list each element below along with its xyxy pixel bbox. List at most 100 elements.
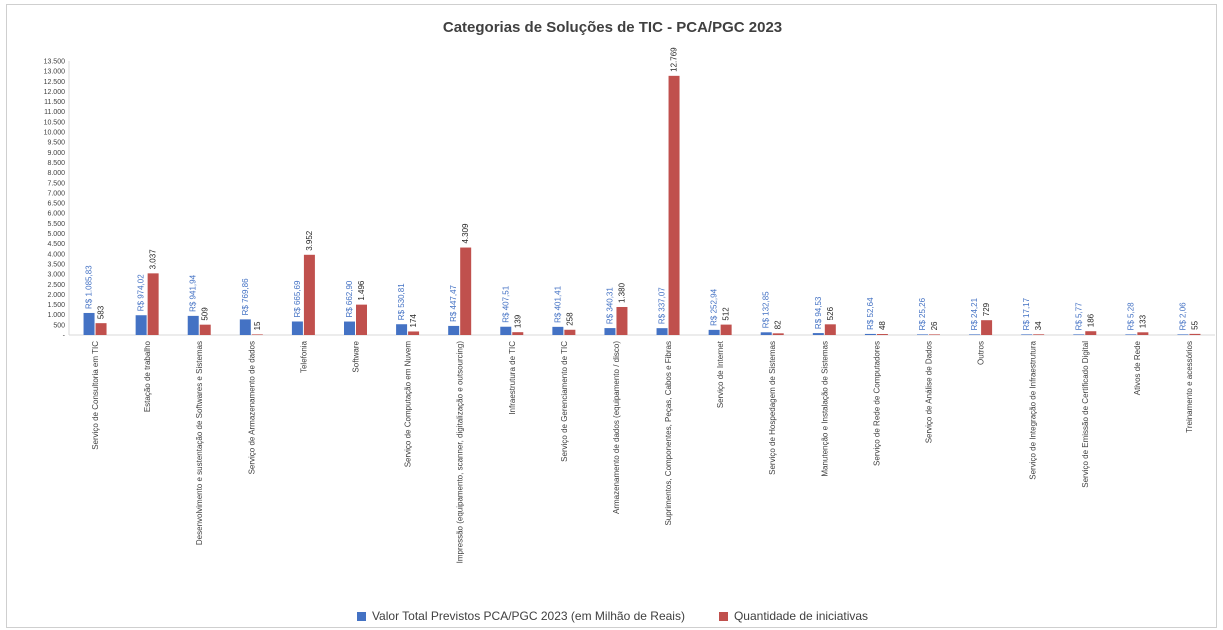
x-category-label: Suprimentos, Componentes, Peças, Cabos e… [664,341,673,526]
legend: Valor Total Previstos PCA/PGC 2023 (em M… [7,609,1218,623]
data-label-valor: R$ 974,02 [137,274,146,311]
bar-quantidade [303,254,315,335]
bar-quantidade [876,334,888,335]
bar-valor [604,328,616,335]
data-label-valor: R$ 662,90 [345,280,354,317]
x-category-label: Serviço de Armazenamento de dados [247,341,256,474]
bar-quantidade [1189,333,1201,335]
bar-valor [239,319,251,335]
y-tick-label: 6.500 [47,201,65,208]
data-label-valor: R$ 530,81 [397,283,406,320]
bar-valor [552,326,564,335]
x-category-label: Serviço de Integração de Infraestrutura [1029,340,1038,479]
data-label-valor: R$ 17,17 [1022,297,1031,330]
bar-valor [448,325,460,335]
bar-valor [344,321,355,335]
bar-valor [135,315,147,335]
y-tick-label: 4.000 [47,251,65,258]
data-label-valor: R$ 132,85 [762,291,771,328]
y-tick-label: 8.000 [47,170,65,177]
bar-valor [864,333,876,335]
y-tick-label: 10.500 [44,119,66,126]
bar-quantidade [356,304,367,335]
y-tick-label: 4.500 [47,241,65,248]
bar-quantidade [147,273,159,335]
data-label-valor: R$ 340,31 [605,287,614,324]
y-tick-label: 6.000 [47,211,65,218]
bar-quantidade [251,334,263,335]
x-category-label: Impressão (equipamento, scanner, digital… [456,341,465,564]
y-tick-label: 1.500 [47,302,65,309]
x-category-label: Armazenamento de dados (equipamento / di… [612,341,621,514]
x-category-label: Infraestrutura de TIC [508,341,517,415]
x-category-label: Serviço de Internet [716,340,725,408]
y-tick-label: 9.000 [47,150,65,157]
x-category-label: Estação de trabalho [143,340,152,412]
data-label-quantidade: 34 [1034,321,1043,330]
data-label-quantidade: 174 [409,314,418,328]
bar-valor [1021,334,1033,335]
data-label-valor: R$ 337,07 [658,287,667,324]
data-label-quantidade: 133 [1138,314,1147,328]
legend-swatch-valor [356,611,366,621]
data-label-quantidade: 26 [930,321,939,330]
data-label-quantidade: 509 [201,307,210,321]
data-label-valor: R$ 941,94 [189,274,198,311]
bar-quantidade [408,331,420,335]
data-label-quantidade: 82 [774,320,783,329]
data-label-valor: R$ 25,26 [918,297,927,330]
bar-valor [396,324,408,335]
bar-quantidade [824,324,836,335]
y-tick-label: 13.500 [44,59,66,66]
x-category-label: Serviço de Hospedagem de Sistemas [768,341,777,475]
data-label-quantidade: 512 [722,307,731,321]
x-category-label: Software [352,340,361,372]
chart-plot: - 500 1.000 1.500 2.000 2.500 3.000 3.500 4.000 4… [44,47,1215,564]
data-label-quantidade: 1.380 [617,282,626,303]
x-category-label: Manutenção e Instalação de Sistemas [820,341,829,477]
data-label-quantidade: 4.309 [461,223,470,244]
data-label-quantidade: 15 [253,321,262,330]
data-label-quantidade: 729 [982,302,991,316]
legend-swatch-quantidade [718,611,728,621]
y-tick-label: 12.500 [44,79,66,86]
chart-title: Categorias de Soluções de TIC - PCA/PGC … [442,19,783,36]
x-category-label: Serviço de Rede de Computadores [872,341,881,466]
x-category-label: Telefonia [299,340,308,373]
chart-frame: Categorias de Soluções de TIC - PCA/PGC … [6,4,1217,628]
y-tick-label: 7.000 [47,190,65,197]
bar-quantidade [668,75,680,335]
data-label-valor: R$ 252,94 [710,288,719,325]
data-label-quantidade: 583 [97,305,106,319]
y-tick-label: 5.000 [47,231,65,238]
x-category-label: Serviço de Emissão de Certificado Digita… [1081,341,1090,488]
data-label-valor: R$ 5,28 [1126,302,1135,331]
y-tick-label: 5.500 [47,221,65,228]
bar-quantidade [564,329,576,335]
x-category-label: Serviço de Gerenciamento de TIC [560,341,569,462]
y-tick-label: 13.000 [44,69,66,76]
x-category-label: Desenvolvimento e sustentação de Softwar… [195,341,204,545]
y-tick-label: 8.500 [47,160,65,167]
bar-valor [1177,334,1189,335]
y-tick-label: 3.000 [47,272,65,279]
data-label-valor: R$ 407,51 [501,285,510,322]
y-tick-label: 2.000 [47,292,65,299]
bar-valor [1125,334,1137,335]
legend-label-quantidade: Quantidade de iniciativas [733,609,869,623]
bar-quantidade [616,306,628,335]
y-tick-label: 2.500 [47,282,65,289]
data-label-quantidade: 3.952 [305,230,314,251]
bar-valor [656,328,668,335]
y-tick-label: 1.000 [47,312,65,319]
bar-valor [291,321,303,335]
data-label-valor: R$ 447,47 [449,284,458,321]
bar-quantidade [772,333,784,335]
data-label-quantidade: 1.496 [357,280,366,301]
bar-quantidade [199,324,211,335]
data-label-valor: R$ 2,06 [1178,302,1187,331]
data-label-quantidade: 3.037 [149,249,158,270]
y-tick-label: 9.500 [47,140,65,147]
bar-quantidade [720,324,732,335]
bar-quantidade [95,323,107,335]
